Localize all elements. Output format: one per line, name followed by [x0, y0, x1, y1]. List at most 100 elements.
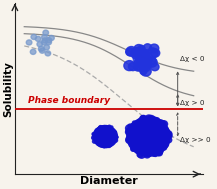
Circle shape [137, 152, 143, 157]
Circle shape [128, 133, 135, 139]
Circle shape [134, 45, 143, 53]
Circle shape [126, 48, 134, 56]
Circle shape [132, 121, 136, 124]
Circle shape [108, 125, 111, 128]
Circle shape [138, 118, 144, 123]
Circle shape [126, 125, 133, 132]
Circle shape [131, 125, 138, 132]
Circle shape [166, 132, 172, 137]
Circle shape [155, 150, 161, 156]
Circle shape [45, 51, 51, 56]
Circle shape [101, 126, 104, 128]
Circle shape [156, 120, 163, 126]
Circle shape [157, 151, 162, 156]
Circle shape [159, 122, 165, 127]
Circle shape [142, 149, 148, 154]
Circle shape [150, 119, 153, 122]
Circle shape [147, 115, 155, 122]
Circle shape [128, 124, 133, 128]
Circle shape [147, 58, 157, 67]
Circle shape [137, 53, 147, 63]
Circle shape [132, 124, 136, 128]
Circle shape [113, 139, 115, 141]
Circle shape [154, 118, 160, 123]
Circle shape [106, 126, 109, 129]
Circle shape [140, 63, 150, 72]
Circle shape [137, 121, 143, 127]
Circle shape [143, 60, 152, 68]
Circle shape [141, 115, 145, 120]
Circle shape [161, 141, 169, 147]
Circle shape [42, 38, 48, 43]
Circle shape [132, 143, 137, 148]
Circle shape [99, 143, 103, 147]
Circle shape [130, 139, 135, 144]
Circle shape [161, 143, 168, 149]
Circle shape [134, 123, 137, 126]
Circle shape [128, 136, 134, 141]
Circle shape [150, 119, 158, 126]
Circle shape [131, 48, 141, 57]
Circle shape [126, 46, 137, 56]
Circle shape [112, 140, 115, 143]
Text: Δχ > 0: Δχ > 0 [181, 100, 205, 106]
Circle shape [127, 134, 133, 139]
Circle shape [97, 129, 100, 132]
Circle shape [155, 152, 158, 155]
Circle shape [130, 131, 135, 135]
Circle shape [146, 151, 152, 156]
Circle shape [109, 143, 112, 146]
Circle shape [92, 136, 96, 140]
Circle shape [124, 61, 135, 71]
Circle shape [134, 64, 142, 71]
Circle shape [163, 134, 169, 140]
Circle shape [158, 120, 164, 125]
Circle shape [156, 149, 163, 155]
Circle shape [99, 126, 102, 129]
Circle shape [135, 149, 141, 153]
Circle shape [146, 119, 150, 122]
Circle shape [97, 142, 101, 146]
Circle shape [102, 125, 106, 129]
Circle shape [162, 128, 169, 135]
Circle shape [99, 125, 102, 128]
Circle shape [46, 38, 52, 43]
Circle shape [145, 115, 152, 121]
Circle shape [162, 144, 166, 148]
Y-axis label: Solubility: Solubility [3, 61, 13, 117]
Circle shape [26, 40, 32, 45]
Circle shape [148, 116, 154, 122]
Circle shape [137, 59, 145, 66]
Circle shape [151, 63, 159, 71]
Circle shape [136, 55, 145, 64]
Circle shape [128, 63, 137, 71]
Circle shape [134, 51, 144, 59]
Circle shape [150, 44, 159, 52]
Circle shape [135, 147, 139, 150]
Circle shape [95, 140, 99, 143]
Circle shape [161, 123, 165, 127]
Circle shape [94, 132, 98, 135]
Circle shape [95, 130, 99, 133]
Circle shape [127, 132, 132, 136]
Circle shape [143, 149, 150, 155]
Circle shape [128, 131, 133, 135]
Circle shape [159, 121, 166, 128]
Circle shape [139, 49, 150, 59]
Circle shape [31, 34, 37, 40]
Circle shape [41, 40, 47, 45]
Circle shape [142, 118, 146, 122]
Circle shape [153, 148, 159, 153]
Circle shape [135, 62, 145, 71]
Circle shape [127, 136, 135, 143]
Circle shape [155, 119, 159, 123]
Circle shape [132, 123, 136, 127]
Circle shape [148, 57, 156, 64]
Circle shape [142, 59, 151, 67]
Circle shape [147, 48, 158, 58]
Circle shape [39, 48, 45, 53]
Circle shape [155, 149, 161, 154]
Text: Δχ >> 0: Δχ >> 0 [181, 137, 211, 143]
Circle shape [140, 115, 147, 122]
Circle shape [150, 117, 156, 123]
